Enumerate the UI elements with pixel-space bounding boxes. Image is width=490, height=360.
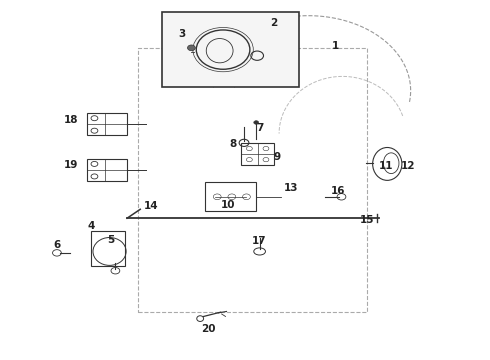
Text: 7: 7 <box>256 123 263 133</box>
Text: 4: 4 <box>88 221 95 231</box>
Text: 9: 9 <box>273 152 280 162</box>
Text: 11: 11 <box>379 161 393 171</box>
Text: 3: 3 <box>178 28 185 39</box>
Text: 6: 6 <box>54 240 61 250</box>
Text: 17: 17 <box>252 237 267 247</box>
Circle shape <box>254 121 259 124</box>
Bar <box>87 113 126 135</box>
Bar <box>241 143 274 165</box>
Bar <box>91 231 124 266</box>
Text: 15: 15 <box>360 215 374 225</box>
Text: 18: 18 <box>64 115 78 125</box>
Text: 12: 12 <box>401 161 416 171</box>
Text: 14: 14 <box>144 201 159 211</box>
Bar <box>205 182 256 211</box>
Text: 2: 2 <box>270 18 278 28</box>
Text: 19: 19 <box>64 159 78 170</box>
Text: 10: 10 <box>220 200 235 210</box>
Text: 16: 16 <box>330 186 345 197</box>
Text: 1: 1 <box>332 41 339 51</box>
Text: 13: 13 <box>284 183 298 193</box>
Bar <box>138 48 367 312</box>
Text: 20: 20 <box>201 324 216 334</box>
Text: 5: 5 <box>107 235 115 245</box>
Bar <box>87 159 126 181</box>
Circle shape <box>188 45 196 51</box>
Text: 8: 8 <box>229 139 237 149</box>
Bar <box>162 12 298 87</box>
